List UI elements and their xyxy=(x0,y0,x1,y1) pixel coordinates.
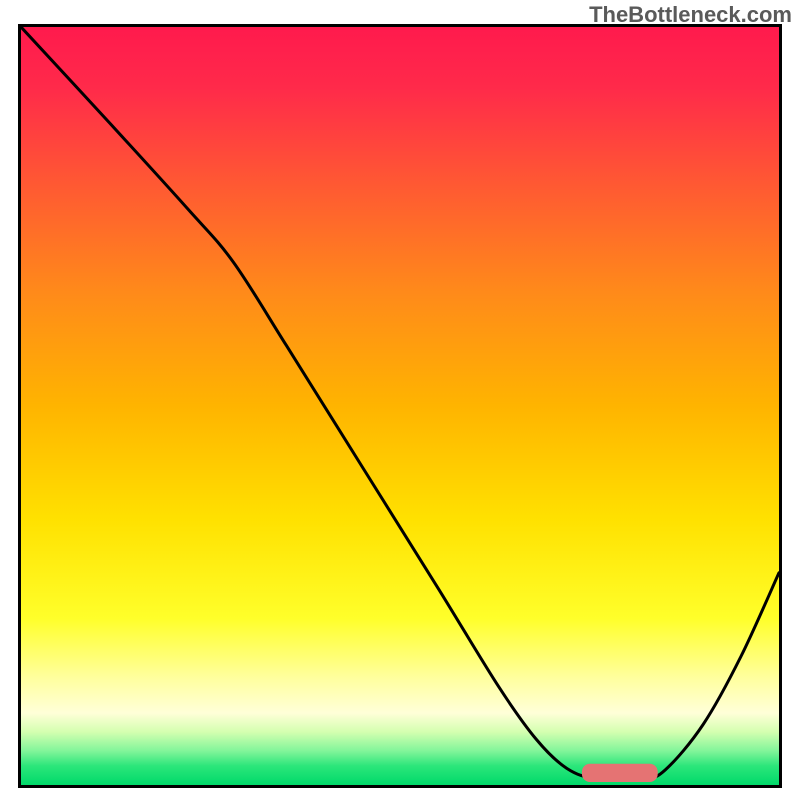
chart-container: TheBottleneck.com xyxy=(0,0,800,800)
gradient-background xyxy=(21,27,779,785)
plot-border xyxy=(18,24,782,788)
watermark-text: TheBottleneck.com xyxy=(589,2,792,28)
optimum-pill xyxy=(582,764,658,782)
marker-layer xyxy=(582,764,658,782)
chart-plot xyxy=(21,27,779,785)
